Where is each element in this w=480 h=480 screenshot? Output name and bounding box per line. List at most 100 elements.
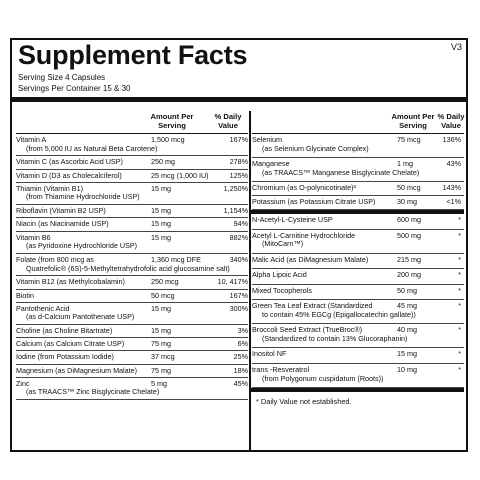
nutrient-daily-value: 18% — [233, 365, 248, 375]
nutrient-name: Potassium (as Potassium Citrate USP) — [252, 197, 376, 207]
nutrient-name: Vitamin D (D3 as Cholecalciferol) — [16, 171, 122, 181]
nutrient-row: Vitamin D (D3 as Cholecalciferol) 25 mcg … — [16, 170, 248, 183]
nutrient-name-main: Potassium (as Potassium Citrate USP) — [252, 197, 376, 206]
nutrient-name: Green Tea Leaf Extract (Standardized to c… — [252, 302, 416, 319]
nutrient-row: Choline (as Choline Bitartrate) 15 mg 3% — [16, 325, 248, 339]
nutrient-name-source: (as d-Calcium Pantothenate USP) — [26, 312, 135, 322]
nutrient-daily-value: <1% — [446, 197, 461, 206]
nutrient-daily-value: * — [458, 349, 461, 359]
nutrient-name: Inositol NF — [252, 350, 286, 359]
nutrient-name: Vitamin C (as Ascorbic Acid USP) — [16, 158, 123, 167]
nutrient-row: Pantothenic Acid (as d-Calcium Pantothena… — [16, 303, 248, 326]
nutrient-amount: 500 mg — [397, 230, 421, 240]
nutrient-name: Magnesium (as DiMagnesium Malate) — [16, 365, 138, 376]
nutrient-row: Acetyl L-Carnitine Hydrochloride (MitoCar… — [252, 230, 464, 254]
nutrient-name-main: Malic Acid (as DiMagnesium Malate) — [252, 254, 369, 264]
nutrient-name-main: Inositol NF — [252, 349, 287, 359]
right-dv-header: % Daily Value — [437, 112, 465, 130]
nutrient-name-main: Magnesium (as DiMagnesium Malate) — [16, 365, 138, 375]
nutrient-name-main: Calcium (as Calcium Citrate USP) — [16, 339, 125, 349]
nutrient-amount: 10 mg — [397, 364, 417, 374]
nutrient-daily-value: 125% — [229, 170, 248, 180]
nutrient-amount: 15 mg — [397, 349, 417, 359]
nutrient-amount: 15 mg — [151, 183, 171, 193]
nutrient-name-source: (as TRAACS™ Manganese Bisglycinate Chela… — [262, 167, 420, 177]
nutrient-amount: 215 mg — [397, 254, 421, 264]
nutrient-daily-value: 136% — [442, 135, 461, 144]
nutrient-name-main: Niacin (as Niacinamide USP) — [16, 219, 109, 229]
nutrient-name-source: Quatrefolic® (6S)-5-Methyltetrahydrofoli… — [26, 263, 230, 273]
footnote: * Daily Value not established. — [256, 396, 352, 406]
nutrient-daily-value: * — [458, 285, 461, 295]
nutrient-name-main: Green Tea Leaf Extract (Standardized — [252, 301, 373, 311]
nutrient-name: Malic Acid (as DiMagnesium Malate) — [252, 254, 369, 265]
nutrient-name-main: N-Acetyl-L-Cysteine USP — [252, 215, 333, 224]
nutrient-name-main: Broccoli Seed Extract (TrueBroc®) — [252, 325, 363, 335]
nutrient-row: Mixed Tocopherols 50 mg * — [252, 285, 464, 301]
nutrient-name: Thiamin (Vitamin B1) (from Thiamine Hydro… — [16, 183, 140, 202]
nutrient-daily-value: * — [458, 215, 461, 224]
nutrient-row: Thiamin (Vitamin B1) (from Thiamine Hydro… — [16, 183, 248, 206]
nutrient-row: trans -Resveratrol (from Polygonum cuspid… — [252, 364, 464, 388]
nutrient-amount: 75 mcg — [397, 135, 421, 144]
nutrient-daily-value: 167% — [229, 135, 248, 144]
nutrient-name: Folate (from 800 mcg as Quatrefolic® (6S)… — [16, 254, 230, 273]
nutrient-name-main: Riboflavin (Vitamin B2 USP) — [16, 206, 106, 216]
right-rows-top: Selenium (as Selenium Glycinate Complex) 7… — [252, 134, 464, 210]
nutrient-amount: 1,360 mcg DFE — [151, 254, 201, 264]
nutrient-amount: 50 mcg — [151, 290, 175, 300]
nutrient-name-main: Vitamin A — [16, 135, 47, 144]
nutrient-name: trans -Resveratrol (from Polygonum cuspid… — [252, 365, 384, 383]
servings-per-container: Servings Per Container 15 & 30 — [18, 84, 131, 93]
nutrient-name-source: (from Thiamine Hydrochloride USP) — [26, 192, 140, 202]
nutrient-amount: 75 mg — [151, 339, 171, 349]
nutrient-row: Biotin 50 mcg 167% — [16, 290, 248, 303]
nutrient-name-source: (from Polygonum cuspidatum (Roots)) — [262, 373, 384, 383]
nutrient-name-source: (Standardized to contain 13% Glucoraphan… — [262, 333, 408, 343]
nutrient-amount: 30 mg — [397, 197, 417, 206]
nutrient-name-main: Folate (from 800 mcg as — [16, 254, 94, 264]
left-rows: Vitamin A (from 5,000 IU as Natural Beta … — [16, 134, 248, 401]
nutrient-name: Calcium (as Calcium Citrate USP) — [16, 339, 125, 349]
nutrient-daily-value: 94% — [233, 219, 248, 229]
nutrient-daily-value: 1,154% — [223, 206, 248, 216]
nutrient-name: Riboflavin (Vitamin B2 USP) — [16, 206, 106, 216]
nutrient-amount: 25 mcg (1,000 IU) — [151, 170, 209, 180]
nutrient-amount: 45 mg — [397, 301, 417, 311]
nutrient-name-source: to contain 45% EGCg (Epigallocatechin ga… — [262, 309, 416, 319]
nutrient-daily-value: 10, 417% — [217, 277, 248, 287]
nutrient-name-main: Pantothenic Acid — [16, 303, 70, 313]
supplement-facts-panel — [10, 38, 468, 452]
nutrient-name-main: Thiamin (Vitamin B1) — [16, 183, 83, 193]
nutrient-name-source: (as Selenium Glycinate Complex) — [262, 143, 369, 153]
nutrient-amount: 600 mg — [397, 215, 421, 224]
nutrient-row: Zinc (as TRAACS™ Zinc Bisglycinate Chelat… — [16, 378, 248, 401]
nutrient-daily-value: * — [458, 230, 461, 240]
nutrient-row: Green Tea Leaf Extract (Standardized to c… — [252, 300, 464, 325]
nutrient-daily-value: * — [458, 301, 461, 311]
nutrient-daily-value: 143% — [442, 183, 461, 192]
nutrient-name: Selenium (as Selenium Glycinate Complex) — [252, 135, 369, 153]
nutrient-amount: 75 mg — [151, 365, 171, 375]
nutrient-amount: 1 mg — [397, 159, 413, 168]
nutrient-amount: 50 mcg — [397, 183, 421, 192]
nutrient-row: Alpha Lipoic Acid 200 mg * — [252, 269, 464, 285]
nutrient-row: Riboflavin (Vitamin B2 USP) 15 mg 1,154% — [16, 205, 248, 219]
nutrient-name-main: Manganese — [252, 159, 290, 168]
nutrient-daily-value: * — [458, 270, 461, 280]
nutrient-daily-value: * — [458, 254, 461, 264]
nutrient-amount: 15 mg — [151, 326, 171, 336]
nutrient-amount: 250 mg — [151, 157, 175, 167]
nutrient-row: Malic Acid (as DiMagnesium Malate) 215 mg… — [252, 254, 464, 270]
nutrient-amount: 250 mcg — [151, 277, 179, 287]
version-code: V3 — [450, 42, 462, 52]
column-divider — [249, 111, 251, 451]
nutrient-amount: 200 mg — [397, 270, 421, 280]
nutrient-name-main: Alpha Lipoic Acid — [252, 270, 307, 280]
nutrient-name: N-Acetyl-L-Cysteine USP — [252, 215, 333, 225]
nutrient-daily-value: 167% — [229, 290, 248, 300]
left-column: Amount Per Serving % Daily Value Vitamin… — [16, 111, 248, 401]
nutrient-row: Potassium (as Potassium Citrate USP) 30 m… — [252, 196, 464, 210]
nutrient-name-source: (MitoCarn™) — [262, 239, 304, 249]
right-heavy-rule — [251, 210, 464, 214]
